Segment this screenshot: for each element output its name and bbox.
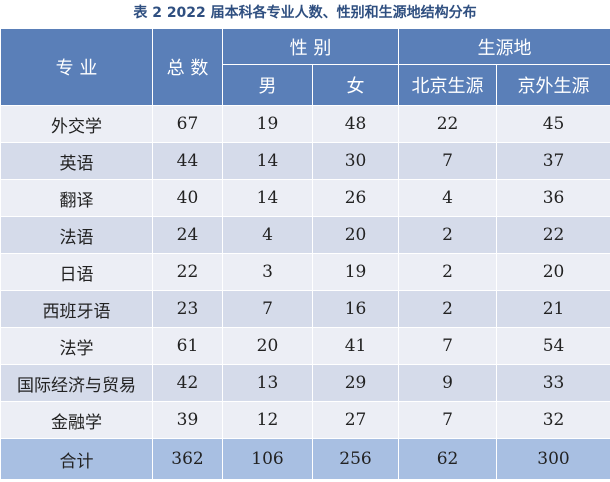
cell-total: 67 bbox=[152, 105, 223, 143]
table-row: 国际经济与贸易 42 13 29 9 33 bbox=[0, 364, 610, 402]
cell-outside: 21 bbox=[496, 290, 610, 328]
cell-outside: 33 bbox=[496, 364, 610, 402]
cell-beijing: 7 bbox=[398, 327, 498, 365]
cell-male: 14 bbox=[222, 179, 313, 217]
header-total: 总 数 bbox=[152, 28, 223, 106]
cell-outside: 20 bbox=[496, 253, 610, 291]
cell-outside: 37 bbox=[496, 142, 610, 180]
cell-outside: 22 bbox=[496, 216, 610, 254]
cell-outside: 54 bbox=[496, 327, 610, 365]
table-caption: 表 2 2022 届本科各专业人数、性别和生源地结构分布 bbox=[133, 5, 477, 21]
table-row: 英语 44 14 30 7 37 bbox=[0, 142, 610, 180]
cell-total: 61 bbox=[152, 327, 223, 365]
cell-major: 法学 bbox=[0, 327, 153, 365]
header-gender: 性 别 bbox=[221, 28, 400, 65]
cell-female: 48 bbox=[311, 105, 400, 143]
table-row: 金融学 39 12 27 7 32 bbox=[0, 401, 610, 439]
totals-row: 合计 362 106 256 62 300 bbox=[0, 438, 610, 480]
cell-outside: 32 bbox=[496, 401, 610, 439]
header-major: 专 业 bbox=[0, 28, 153, 106]
header-male: 男 bbox=[222, 64, 313, 106]
cell-major: 西班牙语 bbox=[0, 290, 153, 328]
cell-beijing: 7 bbox=[398, 142, 498, 180]
total-all: 362 bbox=[152, 438, 223, 480]
cell-major: 法语 bbox=[0, 216, 153, 254]
cell-male: 19 bbox=[222, 105, 313, 143]
cell-outside: 45 bbox=[496, 105, 610, 143]
cell-male: 13 bbox=[222, 364, 313, 402]
cell-beijing: 2 bbox=[398, 216, 498, 254]
cell-total: 24 bbox=[152, 216, 223, 254]
cell-beijing: 2 bbox=[398, 290, 498, 328]
cell-male: 4 bbox=[222, 216, 313, 254]
table-row: 法语 24 4 20 2 22 bbox=[0, 216, 610, 254]
cell-total: 42 bbox=[152, 364, 223, 402]
header-origin: 生源地 bbox=[398, 28, 610, 65]
cell-female: 30 bbox=[311, 142, 400, 180]
table-row: 翻译 40 14 26 4 36 bbox=[0, 179, 610, 217]
cell-total: 39 bbox=[152, 401, 223, 439]
table-row: 西班牙语 23 7 16 2 21 bbox=[0, 290, 610, 328]
cell-male: 14 bbox=[222, 142, 313, 180]
cell-female: 16 bbox=[311, 290, 400, 328]
cell-female: 41 bbox=[311, 327, 400, 365]
header-outside: 京外生源 bbox=[496, 64, 610, 106]
cell-beijing: 4 bbox=[398, 179, 498, 217]
cell-outside: 36 bbox=[496, 179, 610, 217]
table-row: 法学 61 20 41 7 54 bbox=[0, 327, 610, 365]
cell-major: 外交学 bbox=[0, 105, 153, 143]
cell-female: 20 bbox=[311, 216, 400, 254]
major-distribution-table: 专 业 总 数 性 别 生源地 男 女 北京生源 京外生源 外交学 67 19 … bbox=[0, 28, 610, 480]
cell-total: 44 bbox=[152, 142, 223, 180]
cell-major: 日语 bbox=[0, 253, 153, 291]
total-outside: 300 bbox=[496, 438, 610, 480]
cell-total: 23 bbox=[152, 290, 223, 328]
header-female: 女 bbox=[311, 64, 400, 106]
cell-male: 20 bbox=[222, 327, 313, 365]
cell-beijing: 9 bbox=[398, 364, 498, 402]
cell-major: 翻译 bbox=[0, 179, 153, 217]
cell-female: 19 bbox=[311, 253, 400, 291]
cell-total: 22 bbox=[152, 253, 223, 291]
cell-male: 3 bbox=[222, 253, 313, 291]
table-row: 日语 22 3 19 2 20 bbox=[0, 253, 610, 291]
cell-major: 国际经济与贸易 bbox=[0, 364, 153, 402]
total-beijing: 62 bbox=[398, 438, 498, 480]
cell-female: 26 bbox=[311, 179, 400, 217]
total-label: 合计 bbox=[0, 438, 153, 480]
cell-male: 7 bbox=[222, 290, 313, 328]
cell-beijing: 2 bbox=[398, 253, 498, 291]
cell-major: 金融学 bbox=[0, 401, 153, 439]
table-row: 外交学 67 19 48 22 45 bbox=[0, 105, 610, 143]
cell-beijing: 22 bbox=[398, 105, 498, 143]
cell-beijing: 7 bbox=[398, 401, 498, 439]
cell-female: 27 bbox=[311, 401, 400, 439]
header-beijing: 北京生源 bbox=[398, 64, 498, 106]
cell-major: 英语 bbox=[0, 142, 153, 180]
cell-female: 29 bbox=[311, 364, 400, 402]
cell-male: 12 bbox=[222, 401, 313, 439]
total-male: 106 bbox=[222, 438, 313, 480]
total-female: 256 bbox=[311, 438, 400, 480]
cell-total: 40 bbox=[152, 179, 223, 217]
